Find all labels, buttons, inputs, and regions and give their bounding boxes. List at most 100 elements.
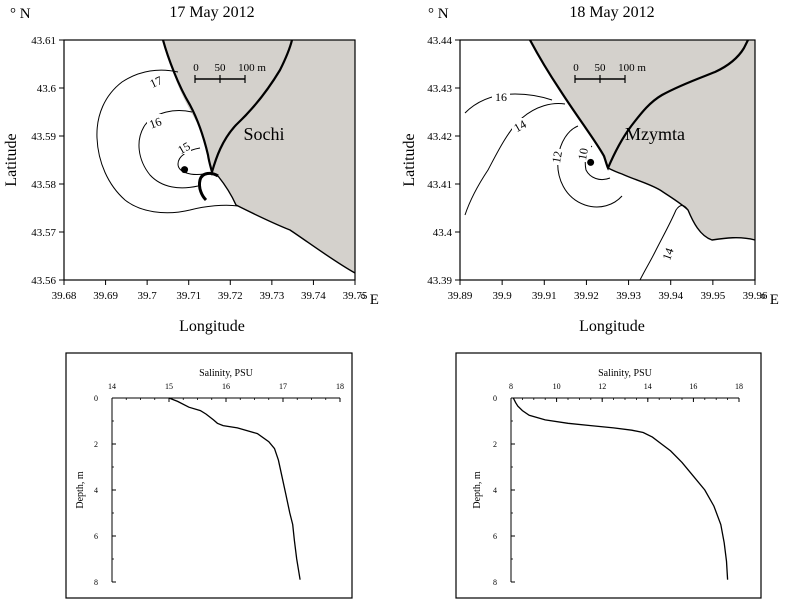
x-tick-label: 18 [735, 382, 743, 391]
contour-label-17: 17 [148, 73, 165, 91]
scale-label-0: 0 [573, 62, 579, 74]
salinity-profile-sochi: Salinity, PSU 14 15 16 17 18 0 2 4 6 8 Depth, m [65, 352, 353, 599]
river-mouth [198, 171, 219, 202]
x-tick-label: 39.96 [743, 290, 768, 302]
north-label: ° N [10, 6, 31, 22]
y-tick-label: 43.61 [31, 35, 56, 47]
north-label: ° N [428, 6, 449, 22]
y-axis-label: Latitude [401, 133, 418, 186]
y-tick-label: 43.4 [433, 227, 453, 239]
x-tick-label: 39.95 [700, 290, 725, 302]
x-tick-label: 15 [165, 382, 173, 391]
y-tick-label: 43.56 [31, 275, 56, 287]
salinity-line [512, 397, 729, 580]
contour-label-16: 16 [147, 114, 163, 131]
contour-label-bg [146, 73, 164, 87]
y-tick-label: 43.41 [427, 179, 452, 191]
map-title: 17 May 2012 [169, 4, 254, 21]
contour-17 [96, 69, 239, 214]
x-tick-label: 8 [509, 382, 513, 391]
x-tick-label: 39.93 [616, 290, 641, 302]
land-area [530, 40, 755, 240]
y-tick-label: 2 [94, 440, 98, 449]
y-tick-label: 43.43 [427, 83, 452, 95]
y-tick-label: 4 [493, 486, 497, 495]
scale-label-100: 100 m [618, 62, 646, 74]
x-tick-label: 39.91 [532, 290, 557, 302]
contour-label-16: 16 [495, 90, 507, 104]
contour-14 [464, 103, 566, 216]
x-tick-label: 12 [598, 382, 606, 391]
salinity-profile-mzymta: Salinity, PSU 8 10 12 14 16 18 0 2 4 6 8 Depth, m [455, 352, 762, 599]
x-tick-label: 18 [336, 382, 344, 391]
salinity-line [168, 397, 301, 580]
map-frame [63, 39, 356, 281]
x-tick-label: 39.92 [574, 290, 599, 302]
y-ticks: 0 2 4 6 8 [493, 394, 515, 587]
x-tick-label: 39.75 [343, 290, 368, 302]
contour-label-14-south: 14 [659, 246, 676, 262]
x-tick-label: 14 [108, 382, 116, 391]
place-label: Mzymta [625, 124, 685, 144]
x-axis-title: Salinity, PSU [598, 368, 653, 379]
contour-label-bg [576, 146, 591, 162]
y-tick-label: 6 [493, 532, 497, 541]
x-tick-label: 39.69 [93, 290, 118, 302]
contour-14-south [639, 205, 689, 281]
x-axis-label: Longitude [579, 318, 645, 335]
x-tick-label: 39.73 [259, 290, 284, 302]
contour-16 [138, 110, 199, 189]
map-mzymta: 18 May 2012 ° N 16 14 12 10 14 0 50 100 … [401, 4, 779, 335]
y-tick-label: 43.44 [427, 35, 452, 47]
scale-label-100: 100 m [238, 62, 266, 74]
scale-label-0: 0 [193, 62, 199, 74]
y-tick-label: 43.59 [31, 131, 56, 143]
contour-label-bg [550, 149, 565, 165]
x-tick-label: 10 [553, 382, 561, 391]
y-axis-label: Latitude [3, 133, 20, 186]
y-tick-label: 6 [94, 532, 98, 541]
contour-label-10: 10 [575, 147, 591, 161]
map-sochi: 17 May 2012 ° N 17 16 15 0 50 100 m Soch… [3, 4, 379, 335]
contour-label-bg [177, 141, 191, 154]
x-axis-label: Longitude [179, 318, 245, 335]
y-tick-label: 8 [493, 578, 497, 587]
y-tick-label: 2 [493, 440, 497, 449]
y-ticks: 0 2 4 6 8 [94, 394, 116, 587]
east-label: ° E [360, 292, 379, 308]
contour-16 [464, 93, 553, 114]
y-tick-label: 43.58 [31, 179, 56, 191]
place-label: Sochi [243, 124, 284, 144]
x-axis-title: Salinity, PSU [199, 368, 254, 379]
x-tick-label: 39.89 [448, 290, 473, 302]
x-tick-label: 39.7 [138, 290, 158, 302]
x-tick-label: 16 [222, 382, 230, 391]
y-tick-label: 0 [94, 394, 98, 403]
x-tick-label: 14 [644, 382, 652, 391]
y-axis-label: Depth, m [75, 471, 86, 508]
y-tick-label: 43.39 [427, 275, 452, 287]
map-title: 18 May 2012 [569, 4, 654, 21]
x-tick-label: 39.94 [658, 290, 683, 302]
contour-label-12: 12 [549, 150, 565, 164]
x-tick-label: 17 [279, 382, 287, 391]
x-ticks: 39.89 39.9 39.91 39.92 39.93 39.94 39.95 39.96 [448, 280, 768, 302]
y-tick-label: 0 [493, 394, 497, 403]
x-tick-label: 16 [689, 382, 697, 391]
contour-12 [557, 125, 623, 208]
y-tick-label: 4 [94, 486, 98, 495]
station-marker [587, 158, 595, 166]
east-label: ° E [760, 292, 779, 308]
coastline [529, 39, 749, 171]
y-tick-label: 43.6 [37, 83, 57, 95]
coastline-south [217, 175, 356, 274]
x-tick-label: 39.68 [52, 290, 77, 302]
scale-label-50: 50 [215, 62, 227, 74]
x-tick-label: 39.74 [301, 290, 326, 302]
profile-frame [65, 352, 353, 599]
coastline [161, 39, 294, 177]
y-tick-label: 43.57 [31, 227, 56, 239]
map-frame [459, 39, 756, 281]
y-tick-label: 43.42 [427, 131, 452, 143]
